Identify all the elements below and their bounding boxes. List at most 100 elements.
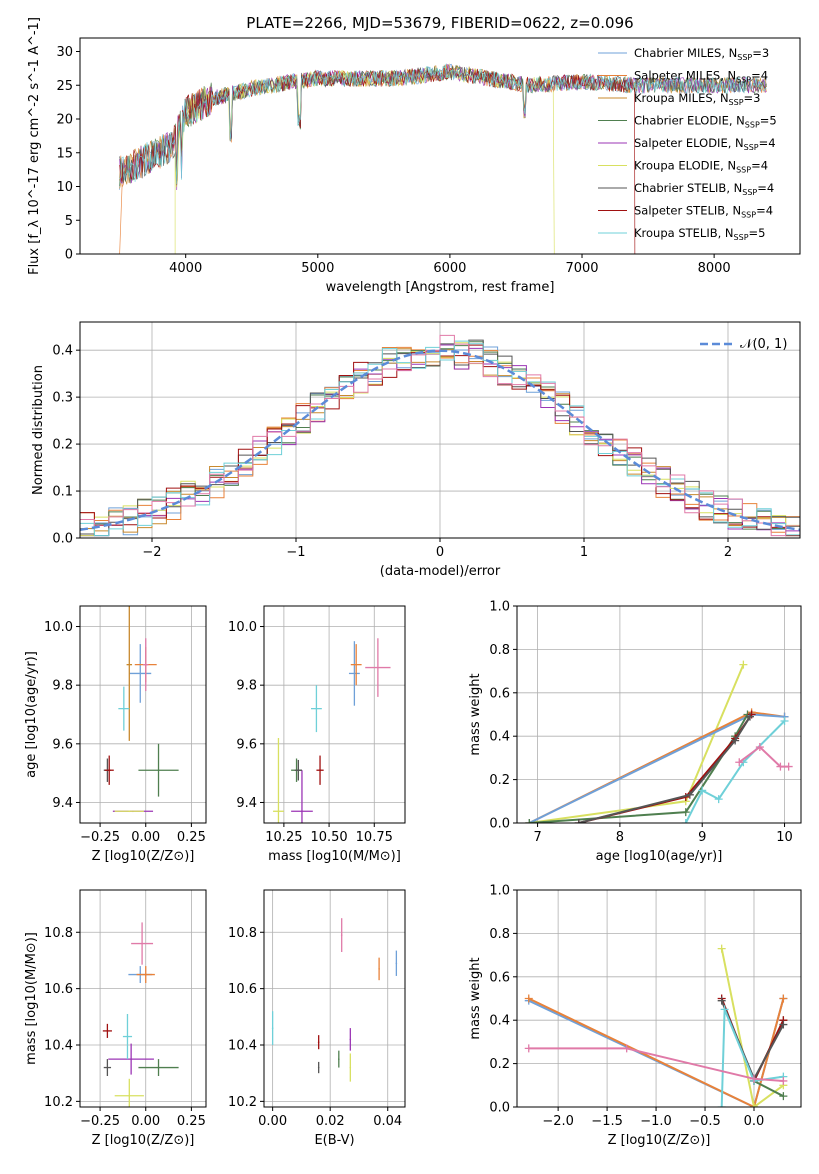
data-point xyxy=(128,663,131,666)
data-point xyxy=(157,769,160,772)
legend-entry: Chabrier STELIB, NSSP=4 xyxy=(634,181,774,197)
legend-entry: Kroupa MILES, NSSP=3 xyxy=(634,91,760,107)
x-tick-label: 0.02 xyxy=(316,1114,345,1129)
y-tick-label: 9.6 xyxy=(236,737,257,752)
y-tick-label: 0.0 xyxy=(52,532,73,547)
series-marker xyxy=(720,1005,729,1014)
y-tick-label: 0.2 xyxy=(489,773,510,788)
data-point xyxy=(349,1066,352,1069)
series-marker xyxy=(776,762,785,771)
y-tick-label: 0.2 xyxy=(52,438,73,453)
series-line xyxy=(528,713,785,823)
mass-vs-EBV-axes: 0.00 0.02 0.04 10.2 10.4 10.6 10.8 E(B-V) xyxy=(228,890,405,1148)
series-line xyxy=(738,745,789,768)
x-tick-label: 0.00 xyxy=(131,1114,160,1129)
age-vs-Z-points xyxy=(103,606,179,813)
mass-vs-Z-points xyxy=(102,922,179,1107)
y-tick-label: 0.0 xyxy=(489,817,510,832)
data-point xyxy=(355,663,357,666)
data-point xyxy=(378,968,380,970)
x-tick-label: 0.00 xyxy=(258,1114,287,1129)
x-tick-label: 1 xyxy=(580,545,588,560)
x-axis-label: Z [log10(Z/Z⊙)] xyxy=(92,849,195,864)
y-axis-label: age [log10(age/yr)] xyxy=(24,651,39,778)
y-axis-label: mass weight xyxy=(468,673,483,755)
series-marker xyxy=(574,819,583,823)
data-point xyxy=(353,672,356,675)
legend-entry: Chabrier ELODIE, NSSP=5 xyxy=(634,114,777,130)
y-axis-label: Flux [f_λ 10^-17 erg cm^-2 s^-1 A^-1] xyxy=(27,17,42,275)
series-marker xyxy=(698,786,707,795)
x-tick-label: 4000 xyxy=(169,261,202,276)
y-tick-label: 25 xyxy=(56,79,73,94)
series-marker xyxy=(681,808,690,817)
series-marker xyxy=(525,819,534,823)
y-tick-label: 10.4 xyxy=(44,1039,73,1054)
series-marker xyxy=(779,994,788,1003)
data-point xyxy=(108,769,111,772)
x-tick-label: 10.75 xyxy=(356,830,393,845)
legend-entry: Salpeter ELODIE, NSSP=4 xyxy=(634,136,776,152)
x-axis-label: mass [log10(M/M⊙)] xyxy=(268,849,401,864)
y-tick-label: 10 xyxy=(56,180,73,195)
y-tick-label: 9.4 xyxy=(236,796,257,811)
y-tick-label: 0.4 xyxy=(52,344,73,359)
x-axis-label: Z [log10(Z/Z⊙)] xyxy=(92,1133,195,1148)
mass-vs-Z-axes: −0.25 0.00 0.25 10.2 10.4 10.6 10.8 Z [log10(Z/… xyxy=(24,890,206,1148)
series-marker xyxy=(717,944,726,953)
x-tick-label: −0.25 xyxy=(80,830,120,845)
x-tick-label: 0.04 xyxy=(373,1114,402,1129)
histogram-step xyxy=(80,334,800,537)
data-point xyxy=(106,1066,109,1069)
x-tick-label: 5000 xyxy=(301,261,334,276)
y-tick-label: 0.2 xyxy=(489,1057,510,1072)
y-tick-label: 0.3 xyxy=(52,391,73,406)
y-tick-label: 0.6 xyxy=(489,686,510,701)
y-tick-label: 0.4 xyxy=(489,730,510,745)
mass-weight-vs-age-series xyxy=(525,660,793,823)
data-point xyxy=(395,962,398,965)
series-marker xyxy=(524,1044,533,1053)
y-tick-label: 30 xyxy=(56,45,73,60)
x-tick-label: −2.0 xyxy=(542,1114,574,1129)
x-tick-label: 9 xyxy=(698,830,706,845)
legend-entry: Kroupa ELODIE, NSSP=4 xyxy=(634,159,768,175)
y-tick-label: 0.8 xyxy=(489,927,510,942)
mass-vs-EBV-points xyxy=(271,918,398,1082)
axes-frame xyxy=(516,605,802,824)
axes-frame xyxy=(263,889,406,1108)
series-line xyxy=(720,1000,785,1082)
data-point xyxy=(277,810,280,813)
x-tick-label: 10 xyxy=(776,830,793,845)
y-axis-label: mass [log10(M/M⊙)] xyxy=(24,932,39,1065)
series-marker xyxy=(749,1074,758,1083)
y-tick-label: 9.4 xyxy=(52,796,73,811)
y-tick-label: 10.2 xyxy=(44,1095,73,1110)
spectrum-line xyxy=(119,66,767,184)
series-line xyxy=(528,711,785,823)
series-line xyxy=(528,997,785,1107)
data-point xyxy=(126,1035,129,1038)
series-line xyxy=(529,664,745,823)
series-marker xyxy=(779,1020,788,1029)
legend-entry: Salpeter MILES, NSSP=4 xyxy=(634,69,768,85)
spectrum-line xyxy=(119,65,636,254)
series-line xyxy=(528,1047,784,1082)
data-point xyxy=(106,1030,109,1032)
series-marker xyxy=(749,1103,758,1107)
y-tick-label: 1.0 xyxy=(489,600,510,615)
series-marker xyxy=(784,762,793,771)
series-line xyxy=(578,713,753,823)
mass-weight-vs-age-axes: 7 8 9 10 0.0 0.2 0.4 0.6 0.8 1.0 age [log10(age/yr… xyxy=(468,600,801,864)
histograms xyxy=(80,334,800,537)
residual-histogram-axes: −2 −1 0 1 2 0.0 0.1 0.2 0.3 0.4 (data-model)/error… xyxy=(31,322,800,579)
data-point xyxy=(157,1066,160,1069)
spectrum-lines xyxy=(119,63,767,254)
data-point xyxy=(317,1066,320,1069)
y-axis-label: Normed distribution xyxy=(31,365,46,495)
axes-frame xyxy=(79,321,801,539)
series-marker xyxy=(755,743,764,752)
y-tick-label: 9.8 xyxy=(52,679,73,694)
x-tick-label: 7000 xyxy=(565,261,598,276)
y-tick-label: 0.0 xyxy=(489,1101,510,1116)
